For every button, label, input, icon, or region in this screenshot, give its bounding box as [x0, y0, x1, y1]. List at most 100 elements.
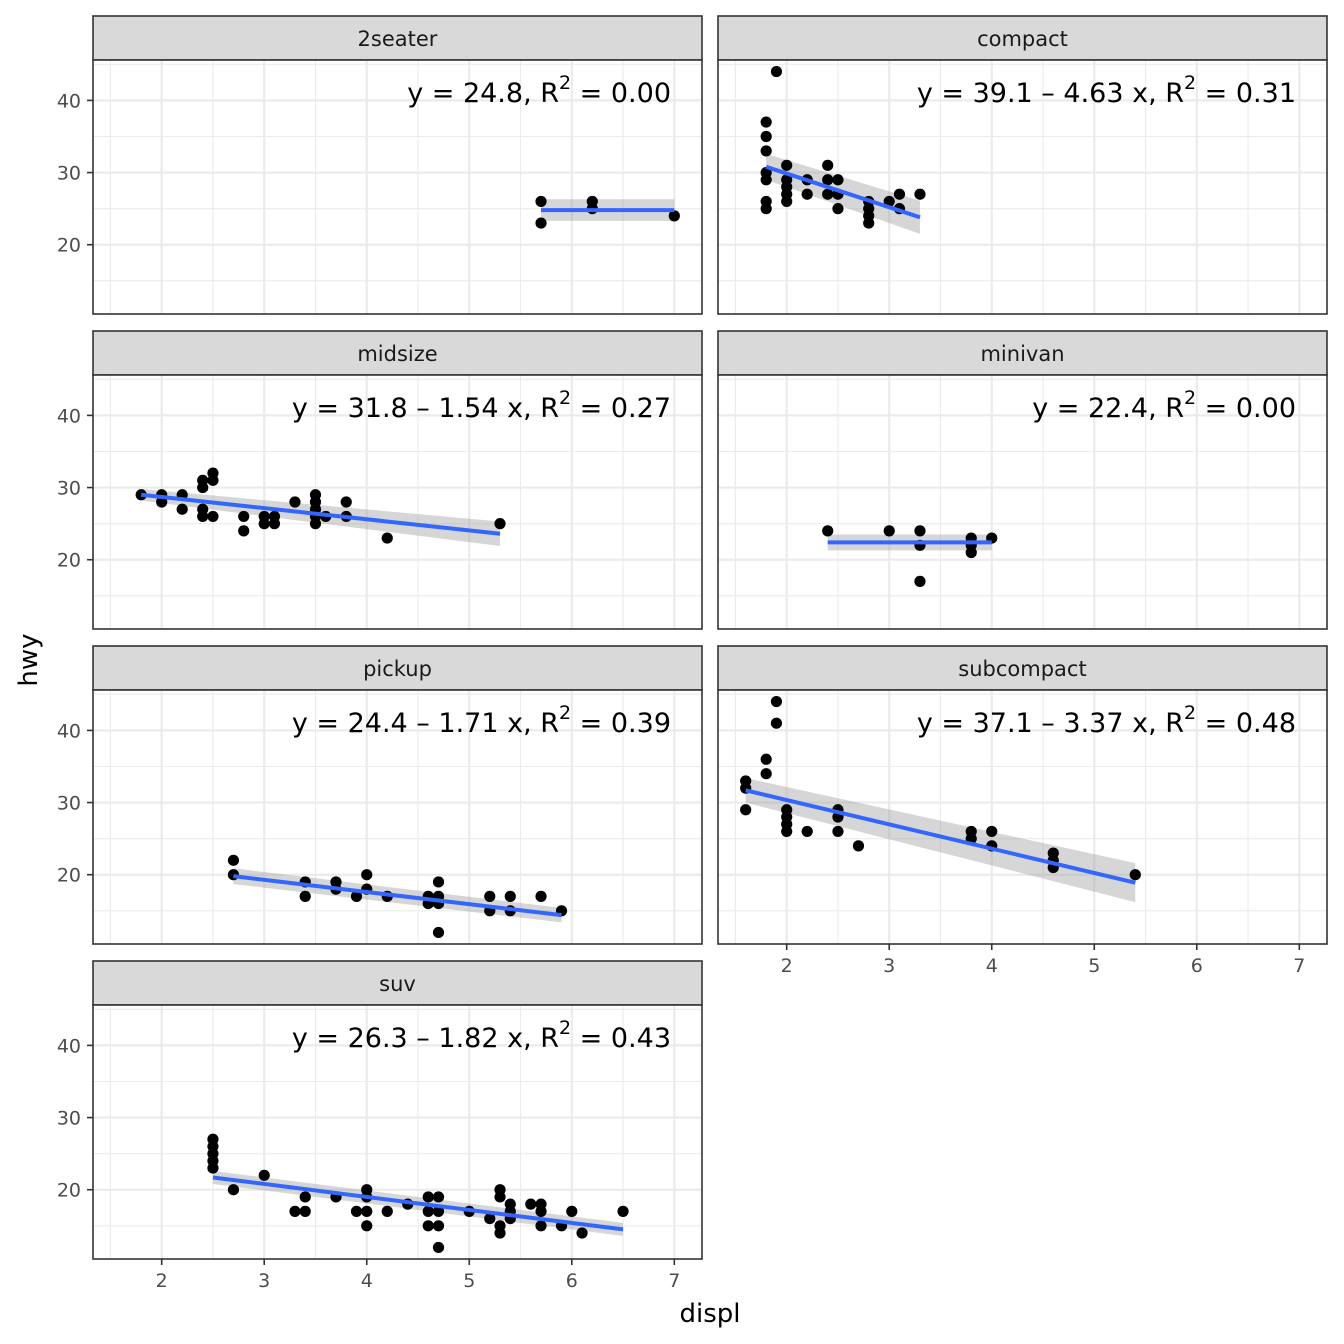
- equation-main: y = 24.4 – 1.71 x, R: [292, 708, 559, 739]
- data-point: [432, 926, 445, 939]
- data-point: [801, 188, 813, 200]
- data-point: [207, 510, 219, 523]
- data-point: [1129, 869, 1141, 881]
- x-tick-label: 6: [1191, 955, 1203, 977]
- regression-line: [140, 492, 501, 536]
- equation-main: y = 26.3 – 1.82 x, R: [292, 1023, 559, 1054]
- data-point: [883, 525, 895, 537]
- data-point: [432, 1191, 445, 1203]
- facet-midsize: midsize y = 31.8 – 1.54 x, R2 = 0.27: [92, 330, 703, 630]
- x-tick-label: 3: [883, 955, 895, 977]
- data-point: [299, 1191, 311, 1203]
- data-point: [770, 65, 783, 78]
- data-point: [832, 203, 844, 215]
- panel-border: [717, 689, 1328, 945]
- data-point: [617, 1205, 629, 1217]
- data-point: [760, 203, 772, 215]
- y-tick-label: 30: [57, 163, 81, 185]
- equation-tail: = 0.39: [571, 708, 671, 739]
- facet-strip-label: 2seater: [358, 27, 438, 51]
- data-point: [822, 188, 834, 200]
- data-point: [197, 481, 209, 494]
- regression-equation: y = 39.1 – 4.63 x, R2 = 0.31: [917, 72, 1296, 109]
- facet-subcompact: subcompact y = 37.1 – 3.37 x, R2 = 0.48: [717, 645, 1328, 945]
- data-point: [350, 1205, 363, 1217]
- facet-strip-label: compact: [977, 27, 1068, 51]
- panel-border: [92, 59, 703, 315]
- data-point: [760, 116, 772, 128]
- equation-superscript: 2: [559, 72, 571, 94]
- y-tick-label: 30: [57, 793, 81, 815]
- data-point: [422, 1205, 434, 1217]
- regression-line: [745, 788, 1136, 885]
- panel-border: [92, 374, 703, 630]
- facet-strip: [92, 330, 703, 376]
- x-tick-label: 4: [986, 955, 998, 977]
- data-point: [422, 1191, 434, 1203]
- data-point: [207, 474, 219, 486]
- data-point: [781, 159, 793, 171]
- data-point: [494, 1227, 506, 1239]
- data-point: [535, 1220, 547, 1232]
- panel-border: [92, 1004, 703, 1260]
- data-point: [986, 825, 998, 838]
- equation-tail: = 0.43: [571, 1023, 671, 1054]
- facet-strip: [92, 960, 703, 1006]
- panel-background: [718, 60, 1327, 314]
- equation-superscript: 2: [1184, 702, 1196, 724]
- facet-minivan: minivan y = 22.4, R2 = 0.00: [717, 330, 1328, 630]
- equation-main: y = 24.8, R: [407, 78, 559, 109]
- facet-strip: [717, 330, 1328, 376]
- data-point: [289, 496, 301, 508]
- data-point: [801, 825, 813, 838]
- x-tick-label: 7: [1293, 955, 1305, 977]
- x-tick-label: 5: [463, 1270, 475, 1292]
- facet-strip-label: suv: [379, 972, 416, 996]
- grid: [93, 60, 702, 314]
- data-point: [535, 195, 547, 208]
- data-point: [535, 217, 547, 229]
- data-point: [299, 1205, 311, 1217]
- y-tick-label: 20: [57, 550, 81, 572]
- axes: 20 30 40 20 30 40 20 30 40 2 3 4 5 6 7 20 30 40 2 3 4 5 6 7: [57, 90, 1306, 1292]
- facet-compact: compact y = 39.1 – 4.63 x, R2 = 0.31: [717, 15, 1328, 315]
- equation-main: y = 22.4, R: [1032, 393, 1184, 424]
- regression-line: [233, 874, 562, 918]
- facet-strip: [92, 15, 703, 61]
- data-point: [832, 825, 844, 838]
- regression-equation: y = 24.4 – 1.71 x, R2 = 0.39: [292, 702, 671, 739]
- data-point: [309, 518, 322, 530]
- equation-tail: = 0.48: [1196, 708, 1296, 739]
- x-tick-label: 7: [668, 1270, 680, 1292]
- y-tick-label: 20: [57, 235, 81, 257]
- equation-main: y = 31.8 – 1.54 x, R: [292, 393, 559, 424]
- data-point: [299, 890, 311, 902]
- y-tick-label: 40: [57, 720, 81, 742]
- facet-strip-label: minivan: [980, 342, 1064, 366]
- data-point: [432, 1241, 445, 1254]
- data-point: [176, 503, 188, 515]
- data-point: [484, 1212, 496, 1225]
- x-tick-label: 3: [258, 1270, 270, 1292]
- equation-main: y = 37.1 – 3.37 x, R: [917, 708, 1184, 739]
- regression-equation: y = 31.8 – 1.54 x, R2 = 0.27: [292, 387, 671, 424]
- data-point: [197, 510, 209, 523]
- data-point: [361, 1220, 373, 1232]
- data-point: [566, 1205, 578, 1217]
- data-point: [668, 210, 680, 222]
- data-point: [422, 1220, 434, 1232]
- regression-line: [765, 164, 921, 220]
- data-point: [227, 854, 240, 866]
- points: [535, 195, 680, 229]
- data-point: [914, 575, 926, 587]
- y-axis-title: hwy: [14, 633, 44, 686]
- data-point: [760, 130, 772, 143]
- data-point: [494, 1191, 506, 1203]
- equation-tail: = 0.31: [1196, 78, 1296, 109]
- x-tick-label: 4: [361, 1270, 373, 1292]
- data-point: [484, 890, 496, 902]
- y-tick-label: 40: [57, 405, 81, 427]
- data-point: [238, 510, 250, 523]
- data-point: [432, 1220, 445, 1232]
